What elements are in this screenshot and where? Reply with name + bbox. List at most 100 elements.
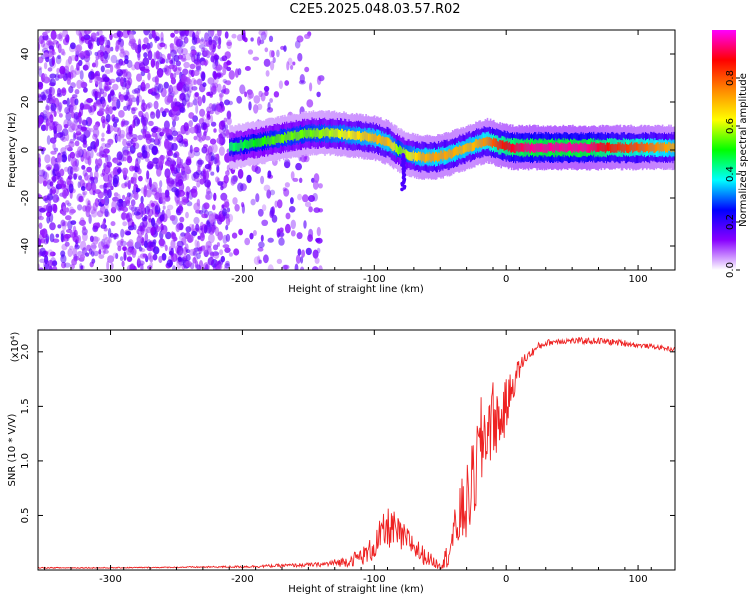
noise-speck (226, 207, 231, 213)
noise-speck (162, 128, 167, 134)
ridge-cell (651, 142, 653, 152)
noise-speck (143, 240, 148, 248)
noise-speck (117, 166, 122, 174)
ridge-cell (258, 138, 261, 148)
noise-speck (59, 131, 66, 141)
noise-speck (62, 206, 66, 212)
noise-speck (58, 32, 63, 42)
ridge-cell (285, 133, 287, 142)
noise-speck (89, 206, 96, 215)
noise-speck (184, 30, 189, 35)
noise-speck (276, 49, 280, 58)
noise-speck (76, 62, 80, 71)
noise-speck (71, 94, 78, 99)
ridge-cell (332, 128, 335, 137)
ridge-cell (346, 131, 348, 141)
noise-speck (267, 237, 274, 243)
noise-speck (60, 230, 65, 237)
noise-speck (126, 155, 133, 164)
noise-speck (77, 146, 83, 157)
ridge-cell (520, 143, 522, 152)
noise-speck (125, 231, 132, 236)
noise-speck (42, 171, 50, 181)
noise-speck (141, 216, 148, 222)
noise-speck (213, 71, 218, 80)
snr-y-multiplier: (x10⁴) (10, 332, 21, 363)
ridge-cell (373, 133, 376, 143)
ridge-cell (612, 143, 614, 153)
noise-speck (157, 156, 165, 166)
noise-speck (128, 150, 135, 155)
noise-speck (122, 167, 129, 175)
noise-speck (177, 131, 182, 138)
noise-speck (155, 60, 160, 70)
ridge-cell (421, 153, 423, 163)
noise-speck (62, 30, 68, 38)
noise-speck (217, 30, 222, 37)
ridge-cell (260, 138, 263, 147)
noise-speck (263, 58, 271, 67)
noise-speck (158, 238, 166, 247)
ridge-cell (435, 151, 437, 161)
noise-speck (39, 207, 46, 213)
noise-speck (132, 142, 136, 147)
noise-speck (263, 30, 268, 38)
noise-speck (47, 52, 54, 58)
ridge-cell (358, 131, 360, 140)
noise-speck (82, 142, 88, 148)
noise-speck (61, 210, 67, 216)
ridge-cell (408, 151, 411, 161)
noise-speck (129, 249, 134, 255)
ridge-cell (400, 187, 404, 192)
noise-speck (52, 175, 57, 183)
noise-speck (155, 225, 161, 233)
y-tick-label: 2.0 (20, 344, 31, 360)
noise-speck (226, 66, 232, 72)
noise-speck (171, 160, 177, 169)
ridge-cell (248, 140, 250, 150)
noise-speck (225, 216, 231, 226)
noise-speck (49, 222, 56, 231)
noise-speck (122, 152, 128, 162)
noise-speck (142, 116, 149, 126)
noise-speck (81, 119, 86, 126)
noise-speck (318, 265, 323, 270)
noise-speck (297, 193, 303, 201)
ridge-cell (569, 141, 571, 151)
noise-speck (290, 171, 295, 180)
noise-speck (170, 72, 174, 80)
ridge-cell (282, 134, 284, 143)
ridge-cell (317, 129, 320, 139)
ridge-cell (351, 130, 354, 140)
noise-speck (168, 64, 175, 70)
chart-title: C2E5.2025.048.03.57.R02 (289, 2, 461, 17)
noise-speck (131, 107, 136, 115)
ridge-cell (474, 141, 476, 151)
noise-speck (204, 32, 209, 42)
noise-speck (147, 102, 153, 109)
noise-speck (283, 45, 287, 52)
noise-speck (63, 262, 71, 268)
noise-speck (172, 234, 177, 242)
noise-speck (152, 126, 159, 131)
noise-speck (39, 229, 46, 236)
noise-speck (67, 248, 73, 257)
ridge-cell (330, 128, 333, 137)
noise-speck (192, 98, 198, 106)
noise-speck (45, 103, 49, 114)
noise-speck (65, 229, 73, 233)
ridge-cell (516, 142, 518, 152)
ridge-cell (490, 138, 493, 147)
noise-speck (269, 98, 273, 103)
noise-speck (85, 208, 91, 218)
noise-speck (60, 48, 65, 55)
noise-speck (182, 68, 189, 76)
noise-speck (148, 251, 153, 262)
noise-speck (67, 220, 73, 231)
noise-speck (188, 120, 193, 128)
noise-speck (119, 76, 124, 87)
noise-speck (147, 161, 154, 169)
noise-speck (158, 192, 163, 203)
